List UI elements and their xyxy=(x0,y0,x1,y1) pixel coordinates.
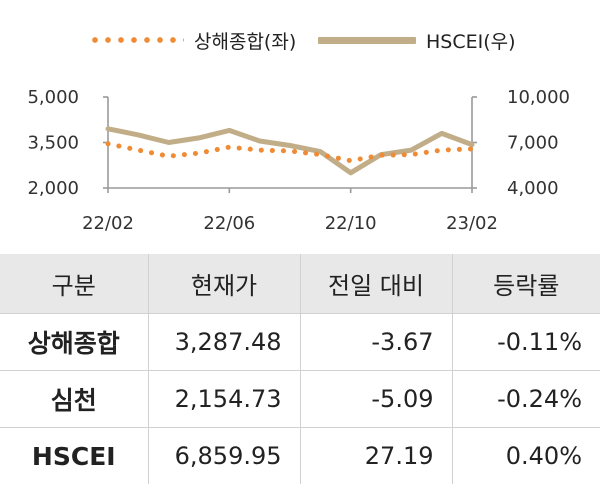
row-name: HSCEI xyxy=(0,428,148,484)
right-y-tick-label: 7,000 xyxy=(507,133,559,154)
row-name: 상해종합 xyxy=(0,314,148,371)
series-line-right xyxy=(108,129,472,173)
legend-solid-line-swatch xyxy=(318,37,416,44)
row-price: 6,859.95 xyxy=(148,428,300,484)
row-change: 27.19 xyxy=(300,428,452,484)
chart-legend: 상해종합(좌) HSCEI(우) xyxy=(0,22,600,58)
x-tick-label: 22/02 xyxy=(82,213,134,234)
header-change: 전일 대비 xyxy=(300,254,452,314)
chart-tick-labels: 5,000 3,500 2,000 10,000 7,000 4,000 22/02 22/0… xyxy=(27,87,570,234)
row-rate: -0.11% xyxy=(452,314,600,371)
table-row: 심천 2,154.73 -5.09 -0.24% xyxy=(0,371,600,428)
index-quote-table: 구분 현재가 전일 대비 등락률 상해종합 3,287.48 -3.67 -0.… xyxy=(0,254,600,484)
table-header-row: 구분 현재가 전일 대비 등락률 xyxy=(0,254,600,314)
table-row: HSCEI 6,859.95 27.19 0.40% xyxy=(0,428,600,484)
header-change-rate: 등락률 xyxy=(452,254,600,314)
header-category: 구분 xyxy=(0,254,148,314)
row-rate: -0.24% xyxy=(452,371,600,428)
x-tick-label: 23/02 xyxy=(446,213,498,234)
x-tick-label: 22/06 xyxy=(203,213,255,234)
row-price: 2,154.73 xyxy=(148,371,300,428)
legend-label-right-series: HSCEI(우) xyxy=(426,27,516,54)
right-y-tick-label: 10,000 xyxy=(507,87,570,108)
left-y-tick-label: 5,000 xyxy=(27,87,79,108)
header-current-price: 현재가 xyxy=(148,254,300,314)
legend-item-right-series: HSCEI(우) xyxy=(318,22,516,58)
right-y-tick-label: 4,000 xyxy=(507,178,559,199)
left-y-tick-label: 3,500 xyxy=(27,133,79,154)
legend-label-left-series: 상해종합(좌) xyxy=(194,27,296,54)
row-change: -3.67 xyxy=(300,314,452,371)
left-y-tick-label: 2,000 xyxy=(27,178,79,199)
x-tick-label: 22/10 xyxy=(325,213,377,234)
legend-item-left-series: 상해종합(좌) xyxy=(92,22,296,58)
legend-dotted-line-swatch xyxy=(92,37,184,43)
row-change: -5.09 xyxy=(300,371,452,428)
row-name: 심천 xyxy=(0,371,148,428)
chart-series xyxy=(108,129,472,173)
row-rate: 0.40% xyxy=(452,428,600,484)
row-price: 3,287.48 xyxy=(148,314,300,371)
table-row: 상해종합 3,287.48 -3.67 -0.11% xyxy=(0,314,600,371)
